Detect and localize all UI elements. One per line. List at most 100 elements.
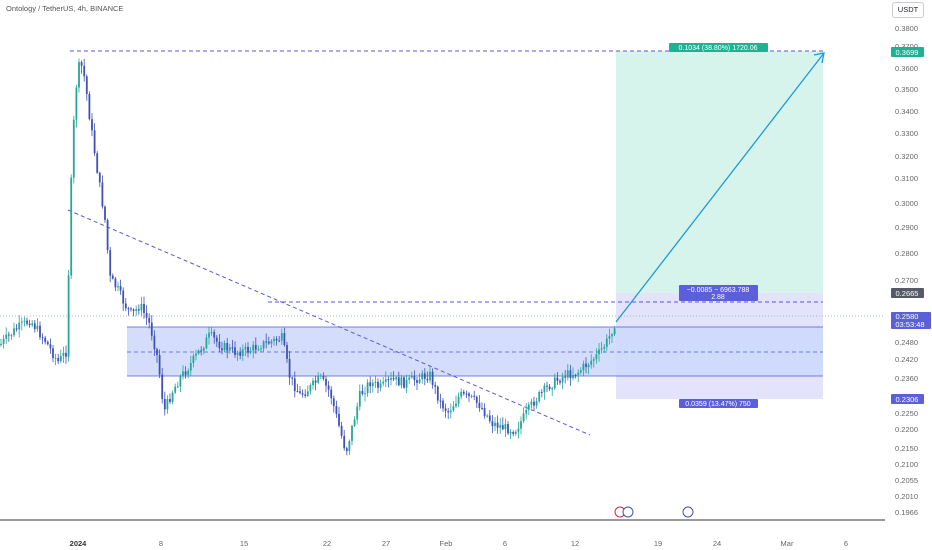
candle-body [483, 408, 486, 416]
candle-body [442, 400, 444, 409]
candle-body [566, 370, 569, 378]
candle-body [176, 386, 179, 388]
y-tick-label: 0.3500 [895, 85, 918, 94]
y-tick-label: 0.2100 [895, 460, 918, 469]
candle-body [478, 402, 481, 408]
candle-body [330, 389, 333, 399]
candle-body [416, 380, 418, 383]
candle-body [124, 303, 127, 309]
trendline [67, 209, 591, 436]
y-tick-label: 0.2055 [895, 476, 918, 485]
candle-body [70, 177, 73, 276]
candle-body [54, 357, 57, 359]
target-label-box [669, 43, 768, 52]
candle-body [384, 379, 387, 382]
candle-body [579, 370, 582, 373]
target-label: 0.1034 (38.80%) 1720.06 [678, 45, 757, 52]
mid-label-line2: 2.88 [711, 294, 725, 301]
candle-body [273, 338, 275, 342]
candle-body [457, 396, 460, 404]
candle-body [265, 341, 268, 343]
candle-body [140, 304, 143, 311]
candle-body [486, 415, 489, 417]
candle-body [436, 386, 439, 401]
y-tick-label: 0.2150 [895, 444, 918, 453]
x-tick-label: 19 [654, 539, 662, 548]
candle-body [135, 309, 138, 312]
candle-body [101, 182, 104, 207]
x-tick-label: 6 [844, 539, 848, 548]
candle-body [244, 346, 247, 350]
candle-body [572, 374, 574, 379]
currency-button[interactable]: USDT [892, 2, 924, 18]
candle-body [345, 448, 348, 452]
candle-body [215, 337, 218, 342]
event-icon[interactable] [682, 506, 694, 518]
candle-body [80, 62, 83, 66]
candle-body [338, 413, 340, 426]
candle-body [57, 357, 60, 362]
candle-body [306, 391, 309, 396]
candle-body [559, 380, 561, 383]
candle-body [127, 308, 130, 310]
candle-body [41, 337, 44, 339]
profit-zone [616, 51, 823, 293]
candle-body [499, 425, 502, 428]
y-tick-label: 0.3600 [895, 64, 918, 73]
price-tag-current: 0.2580 03:53:48 [891, 312, 931, 329]
candle-body [491, 421, 494, 427]
candle-body [78, 62, 80, 88]
candle-body [374, 381, 377, 383]
candle-body [122, 290, 125, 304]
candle-body [600, 348, 603, 350]
candle-body [296, 391, 299, 393]
candle-body [104, 206, 106, 220]
candle-body [379, 383, 382, 388]
candle-body [369, 382, 372, 387]
candle-body [93, 130, 96, 154]
arrow-head [813, 52, 825, 64]
y-tick-label: 0.3300 [895, 129, 918, 138]
y-tick-label: 0.3000 [895, 199, 918, 208]
candle-body [44, 337, 47, 342]
candle-body [512, 431, 515, 434]
candle-body [390, 378, 392, 380]
candle-body [543, 385, 546, 393]
candle-body [39, 325, 41, 338]
candle-body [150, 322, 153, 336]
candle-body [98, 172, 101, 183]
candle-body [72, 119, 75, 178]
candle-body [67, 275, 70, 357]
x-tick-label: Mar [781, 539, 794, 548]
svg-text:0.2580: 0.2580 [896, 312, 919, 321]
candle-body [356, 406, 359, 420]
y-tick-label: 0.2420 [895, 355, 918, 364]
candle-body [91, 119, 93, 131]
candle-body [189, 362, 192, 371]
candle-body [522, 413, 525, 422]
candle-body [413, 376, 416, 381]
candle-body [195, 353, 197, 356]
candle-body [421, 373, 424, 380]
candle-body [187, 370, 190, 375]
candle-body [119, 286, 122, 291]
candle-body [561, 376, 564, 383]
candle-body [106, 219, 109, 251]
candle-body [288, 358, 291, 378]
candle-body [85, 76, 88, 95]
candle-body [231, 347, 234, 349]
candle-body [530, 401, 533, 405]
candle-body [431, 371, 434, 385]
mid-label-box [679, 285, 758, 301]
candle-body [10, 335, 13, 337]
price-tag-entry: 0.2665 [891, 288, 924, 298]
y-tick-label: 0.2700 [895, 276, 918, 285]
candle-body [65, 352, 67, 357]
event-icon[interactable] [614, 506, 634, 518]
candle-body [309, 385, 312, 392]
candle-body [423, 373, 426, 379]
candle-body [340, 425, 343, 436]
candle-body [611, 334, 613, 337]
